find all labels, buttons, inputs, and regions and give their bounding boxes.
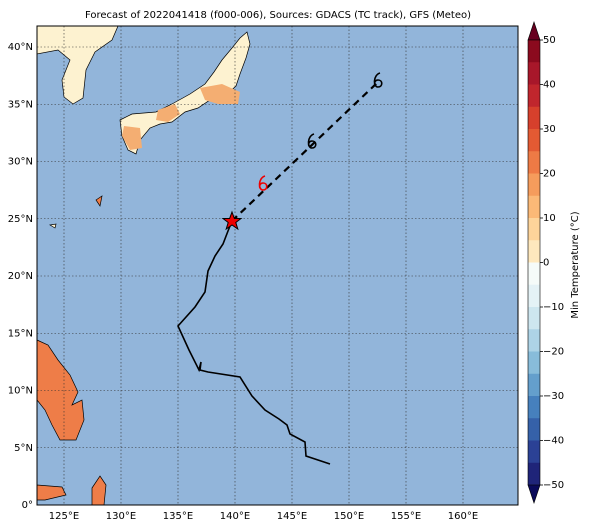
colorbar-band: [528, 129, 540, 152]
lat-label: 30°N: [8, 157, 33, 168]
colorbar-band: [528, 195, 540, 219]
lon-label: 125°E: [49, 511, 79, 522]
lat-label: 20°N: [8, 271, 33, 282]
colorbar-band: [528, 240, 540, 263]
forecast-track: [231, 81, 379, 222]
lon-label: 160°E: [448, 511, 478, 522]
lat-label: 0°: [22, 500, 33, 511]
lat-label: 10°N: [8, 386, 33, 397]
colorbar-band: [528, 440, 540, 464]
colorbar-band: [528, 329, 540, 352]
colorbar-tick-label: −20: [543, 347, 564, 358]
colorbar-band: [528, 351, 540, 375]
title: Forecast of 2022041418 (f000-006), Sourc…: [85, 10, 471, 21]
colorbar-band: [528, 418, 540, 441]
colorbar-extend-bottom: [527, 484, 541, 504]
colorbar-tick-label: −30: [543, 391, 564, 402]
track: [177, 72, 383, 465]
colorbar-tick-label: −40: [543, 436, 564, 447]
colorbar-band: [528, 284, 540, 308]
lon-label: 130°E: [106, 511, 136, 522]
colorbar-band: [528, 62, 540, 85]
lon-label: 140°E: [220, 511, 250, 522]
current-position: [221, 210, 243, 231]
colorbar-label: Min Temperature (°C): [570, 211, 581, 318]
lon-label: 155°E: [391, 511, 421, 522]
colorbar-tick-label: 30: [543, 124, 556, 135]
colorbar-band: [528, 262, 540, 286]
colorbar-tick-label: 0: [543, 258, 549, 269]
colorbar-band: [528, 173, 540, 197]
colorbar-extend-top: [527, 21, 541, 41]
lat-label: 40°N: [8, 42, 33, 53]
colorbar-tick-label: 20: [543, 169, 556, 180]
lat-label: 15°N: [8, 328, 33, 339]
colorbar-band: [528, 396, 540, 419]
colorbar: 50 40 30 20 10 0 −10 −20 −30 −40 −50: [527, 21, 564, 504]
lon-label: 135°E: [163, 511, 193, 522]
past-track: [177, 220, 331, 465]
lat-label: 35°N: [8, 99, 33, 110]
graticule: [37, 26, 518, 505]
colorbar-tick-label: −50: [543, 480, 564, 491]
map-frame: [36, 25, 519, 506]
colorbar-band: [528, 307, 540, 330]
land: [36, 25, 251, 506]
colorbar-band: [528, 462, 540, 486]
colorbar-band: [528, 106, 540, 130]
colorbar-band: [528, 40, 540, 63]
colorbar-band: [528, 373, 540, 397]
lat-label: 25°N: [8, 214, 33, 225]
colorbar-tick-label: −10: [543, 302, 564, 313]
lat-label: 5°N: [14, 443, 33, 454]
lon-label: 150°E: [334, 511, 364, 522]
storm-symbols: [258, 72, 383, 191]
colorbar-band: [528, 151, 540, 174]
colorbar-tick-label: 10: [543, 213, 556, 224]
colorbar-band: [528, 218, 540, 241]
ocean: [37, 26, 518, 505]
lon-label: 145°E: [277, 511, 307, 522]
colorbar-tick-label: 40: [543, 80, 556, 91]
colorbar-band: [528, 84, 540, 108]
colorbar-tick-label: 50: [543, 35, 556, 46]
